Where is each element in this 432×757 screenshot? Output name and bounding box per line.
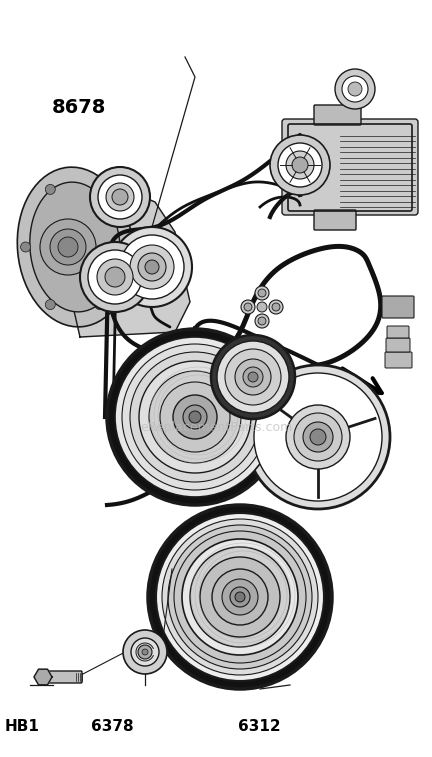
Circle shape — [272, 303, 280, 311]
Circle shape — [335, 69, 375, 109]
Circle shape — [348, 82, 362, 96]
Polygon shape — [72, 187, 190, 337]
Circle shape — [156, 513, 324, 681]
FancyBboxPatch shape — [282, 119, 418, 215]
Circle shape — [257, 302, 267, 312]
Circle shape — [138, 253, 166, 281]
Circle shape — [248, 372, 258, 382]
Circle shape — [115, 337, 275, 497]
Circle shape — [131, 638, 159, 666]
Circle shape — [217, 341, 289, 413]
Circle shape — [286, 151, 314, 179]
Circle shape — [40, 219, 96, 275]
Circle shape — [112, 189, 128, 205]
Circle shape — [270, 135, 330, 195]
Circle shape — [189, 411, 201, 423]
FancyBboxPatch shape — [385, 352, 412, 368]
Circle shape — [310, 429, 326, 445]
Circle shape — [225, 349, 281, 405]
Circle shape — [162, 519, 318, 675]
Text: 8678: 8678 — [52, 98, 106, 117]
Circle shape — [130, 245, 174, 289]
Circle shape — [88, 250, 142, 304]
Circle shape — [255, 314, 269, 328]
Circle shape — [142, 649, 148, 655]
Circle shape — [235, 592, 245, 602]
Circle shape — [138, 645, 152, 659]
Circle shape — [95, 300, 105, 310]
Circle shape — [211, 335, 295, 419]
Circle shape — [286, 405, 350, 469]
FancyBboxPatch shape — [382, 296, 414, 318]
Circle shape — [122, 344, 268, 490]
Circle shape — [107, 329, 283, 505]
Circle shape — [123, 630, 167, 674]
Circle shape — [278, 143, 322, 187]
Circle shape — [112, 227, 192, 307]
Circle shape — [106, 183, 134, 211]
Circle shape — [190, 547, 290, 647]
Circle shape — [97, 259, 133, 295]
Ellipse shape — [17, 167, 133, 327]
Circle shape — [90, 167, 150, 227]
FancyBboxPatch shape — [387, 326, 409, 338]
Circle shape — [148, 505, 332, 689]
Polygon shape — [34, 669, 52, 685]
Circle shape — [45, 300, 55, 310]
Circle shape — [254, 373, 382, 501]
Circle shape — [255, 286, 269, 300]
Circle shape — [303, 422, 333, 452]
Circle shape — [182, 539, 298, 655]
Circle shape — [58, 237, 78, 257]
Circle shape — [258, 289, 266, 297]
Circle shape — [50, 229, 86, 265]
Circle shape — [119, 242, 130, 252]
FancyBboxPatch shape — [42, 671, 82, 683]
Circle shape — [105, 267, 125, 287]
Circle shape — [294, 413, 342, 461]
Circle shape — [160, 382, 230, 452]
Circle shape — [292, 157, 308, 173]
Ellipse shape — [30, 182, 120, 312]
FancyBboxPatch shape — [314, 105, 361, 125]
Circle shape — [235, 359, 271, 395]
Circle shape — [269, 300, 283, 314]
Text: eReplacementParts.com: eReplacementParts.com — [140, 421, 292, 435]
Text: HB1: HB1 — [4, 719, 39, 734]
Circle shape — [212, 569, 268, 625]
Circle shape — [241, 300, 255, 314]
Circle shape — [21, 242, 31, 252]
Circle shape — [174, 531, 306, 663]
Circle shape — [230, 587, 250, 607]
Text: 6312: 6312 — [238, 719, 280, 734]
Circle shape — [342, 76, 368, 102]
Circle shape — [130, 352, 260, 482]
Circle shape — [258, 317, 266, 325]
Circle shape — [120, 235, 184, 299]
Circle shape — [80, 242, 150, 312]
FancyBboxPatch shape — [386, 338, 410, 352]
Circle shape — [168, 525, 312, 669]
Circle shape — [244, 303, 252, 311]
Circle shape — [45, 185, 55, 195]
Circle shape — [95, 185, 105, 195]
Circle shape — [243, 367, 263, 387]
Circle shape — [98, 175, 142, 219]
Circle shape — [222, 579, 258, 615]
Circle shape — [149, 371, 241, 463]
Circle shape — [183, 405, 207, 429]
FancyBboxPatch shape — [314, 210, 356, 230]
Text: 6378: 6378 — [91, 719, 133, 734]
Circle shape — [200, 557, 280, 637]
Circle shape — [139, 361, 251, 473]
Circle shape — [145, 260, 159, 274]
Circle shape — [173, 395, 217, 439]
Circle shape — [246, 365, 390, 509]
